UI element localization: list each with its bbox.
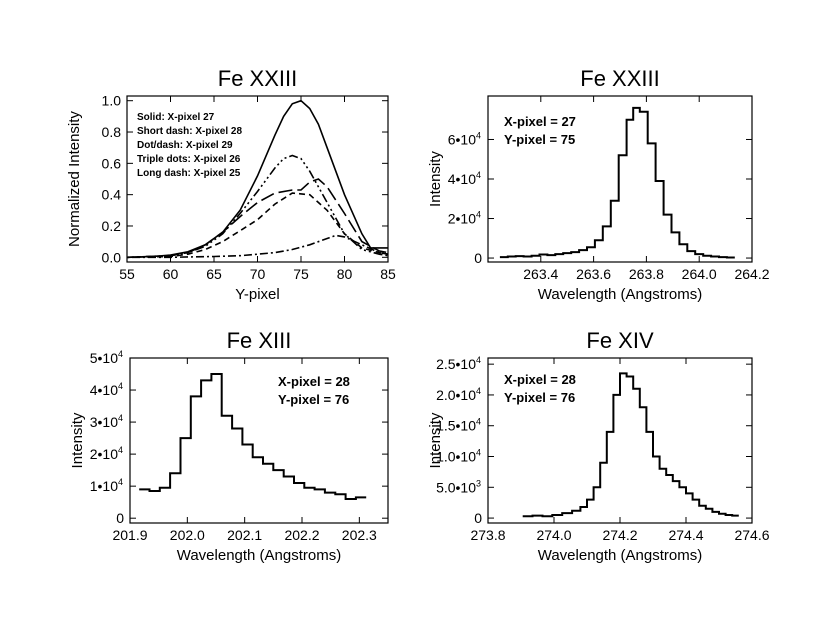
y-tick-label: 0.4 [102, 187, 122, 203]
y-tick-label: 1•10 [90, 478, 118, 494]
y-axis-label: Intensity [427, 412, 444, 468]
pixel-annotation: Y-pixel = 75 [504, 132, 575, 147]
y-axis-label: Normalized Intensity [66, 111, 83, 247]
y-tick-label: 2.5•10 [436, 356, 476, 372]
legend-entry: Dot/dash: X-pixel 29 [137, 140, 233, 151]
series-line-dotdash [127, 234, 388, 259]
y-tick-exponent: 4 [476, 130, 481, 140]
y-tick-label: 2•10 [448, 211, 476, 227]
y-tick-exponent: 4 [118, 477, 123, 487]
chart-title: Fe XXIII [218, 66, 297, 91]
y-tick-label: 0 [474, 510, 482, 526]
y-tick-label: 2•10 [90, 446, 118, 462]
x-tick-label: 70 [250, 266, 266, 282]
x-axis-label: Wavelength (Angstroms) [177, 547, 342, 564]
x-tick-label: 60 [163, 266, 179, 282]
panel-fe-xxiii-profile: Fe XXIII 55 60 65 70 75 80 85 0.0 0.2 0.4 0.6 0.8 1.0… [66, 66, 396, 303]
y-tick-exponent: 4 [476, 386, 481, 396]
y-axis-label: Intensity [427, 151, 444, 207]
y-tick-exponent: 4 [118, 349, 123, 359]
x-tick-label: 201.9 [112, 527, 147, 543]
x-tick-label: 274.2 [602, 527, 637, 543]
x-tick-label: 263.4 [523, 266, 558, 282]
y-tick-label: 4•10 [90, 382, 118, 398]
legend-entry: Long dash: X-pixel 25 [137, 168, 241, 179]
chart-title: Fe XXIII [580, 66, 659, 91]
pixel-annotation: X-pixel = 28 [504, 372, 576, 387]
y-tick-label: 4•10 [448, 171, 476, 187]
spectrum-step-line [139, 373, 367, 500]
x-tick-label: 75 [293, 266, 309, 282]
y-tick-label: 6•10 [448, 131, 476, 147]
x-tick-label: 65 [206, 266, 222, 282]
y-tick-exponent: 4 [118, 445, 123, 455]
x-axis-label: Y-pixel [235, 286, 279, 303]
pixel-annotation: X-pixel = 27 [504, 114, 576, 129]
x-tick-label: 80 [337, 266, 353, 282]
spectrum-step-line [522, 372, 739, 518]
pixel-annotation: Y-pixel = 76 [278, 392, 349, 407]
y-tick-exponent: 4 [476, 417, 481, 427]
pixel-annotation: Y-pixel = 76 [504, 390, 575, 405]
x-axis-label: Wavelength (Angstroms) [538, 286, 703, 303]
y-tick-label: 1.0•10 [436, 449, 476, 465]
y-tick-label: 1.0 [102, 93, 122, 109]
pixel-annotation: X-pixel = 28 [278, 374, 350, 389]
y-axis-label: Intensity [69, 412, 86, 468]
series-line-long [127, 178, 388, 259]
plot-frame [129, 357, 389, 524]
chart-title: Fe XIII [227, 328, 292, 353]
y-tick-label: 0.6 [102, 155, 122, 171]
y-tick-label: 5•10 [90, 350, 118, 366]
y-tick-exponent: 4 [476, 355, 481, 365]
y-tick-label: 0.2 [102, 218, 122, 234]
y-tick-exponent: 4 [476, 170, 481, 180]
y-tick-label: 0 [116, 510, 124, 526]
y-tick-exponent: 4 [118, 413, 123, 423]
panel-fe-xiv-spectrum: Fe XIV 273.8 274.0 274.2 274.4 274.6 0 5.0•10 3 1… [427, 328, 770, 564]
x-tick-label: 274.4 [668, 527, 703, 543]
x-tick-label: 202.2 [284, 527, 319, 543]
y-tick-exponent: 4 [476, 210, 481, 220]
x-tick-label: 202.1 [227, 527, 262, 543]
y-tick-label: 0.0 [102, 249, 122, 265]
x-axis-label: Wavelength (Angstroms) [538, 547, 703, 564]
series-line-solid [127, 99, 388, 259]
x-tick-label: 264.2 [734, 266, 769, 282]
x-tick-label: 274.6 [734, 527, 769, 543]
y-tick-label: 5.0•10 [436, 479, 476, 495]
y-tick-exponent: 3 [476, 478, 481, 488]
y-tick-exponent: 4 [476, 448, 481, 458]
x-tick-label: 55 [119, 266, 135, 282]
spectrum-step-line [499, 106, 735, 259]
x-tick-label: 263.6 [576, 266, 611, 282]
x-tick-label: 264.0 [682, 266, 717, 282]
legend-entry: Solid: X-pixel 27 [137, 112, 215, 123]
x-tick-label: 202.0 [170, 527, 205, 543]
x-tick-label: 263.8 [629, 266, 664, 282]
series-line-short [127, 192, 388, 259]
chart-title: Fe XIV [586, 328, 654, 353]
x-tick-label: 273.8 [470, 527, 505, 543]
y-tick-exponent: 4 [118, 381, 123, 391]
x-tick-label: 274.0 [536, 527, 571, 543]
y-tick-label: 3•10 [90, 414, 118, 430]
x-tick-label: 202.3 [342, 527, 377, 543]
y-tick-label: 2.0•10 [436, 387, 476, 403]
series-line-tripledot [127, 154, 388, 259]
y-tick-label: 1.5•10 [436, 418, 476, 434]
y-tick-label: 0.8 [102, 124, 122, 140]
legend-entry: Short dash: X-pixel 28 [137, 126, 242, 137]
legend-entry: Triple dots: X-pixel 26 [137, 154, 241, 165]
x-tick-label: 85 [380, 266, 396, 282]
y-tick-label: 0 [474, 250, 482, 266]
